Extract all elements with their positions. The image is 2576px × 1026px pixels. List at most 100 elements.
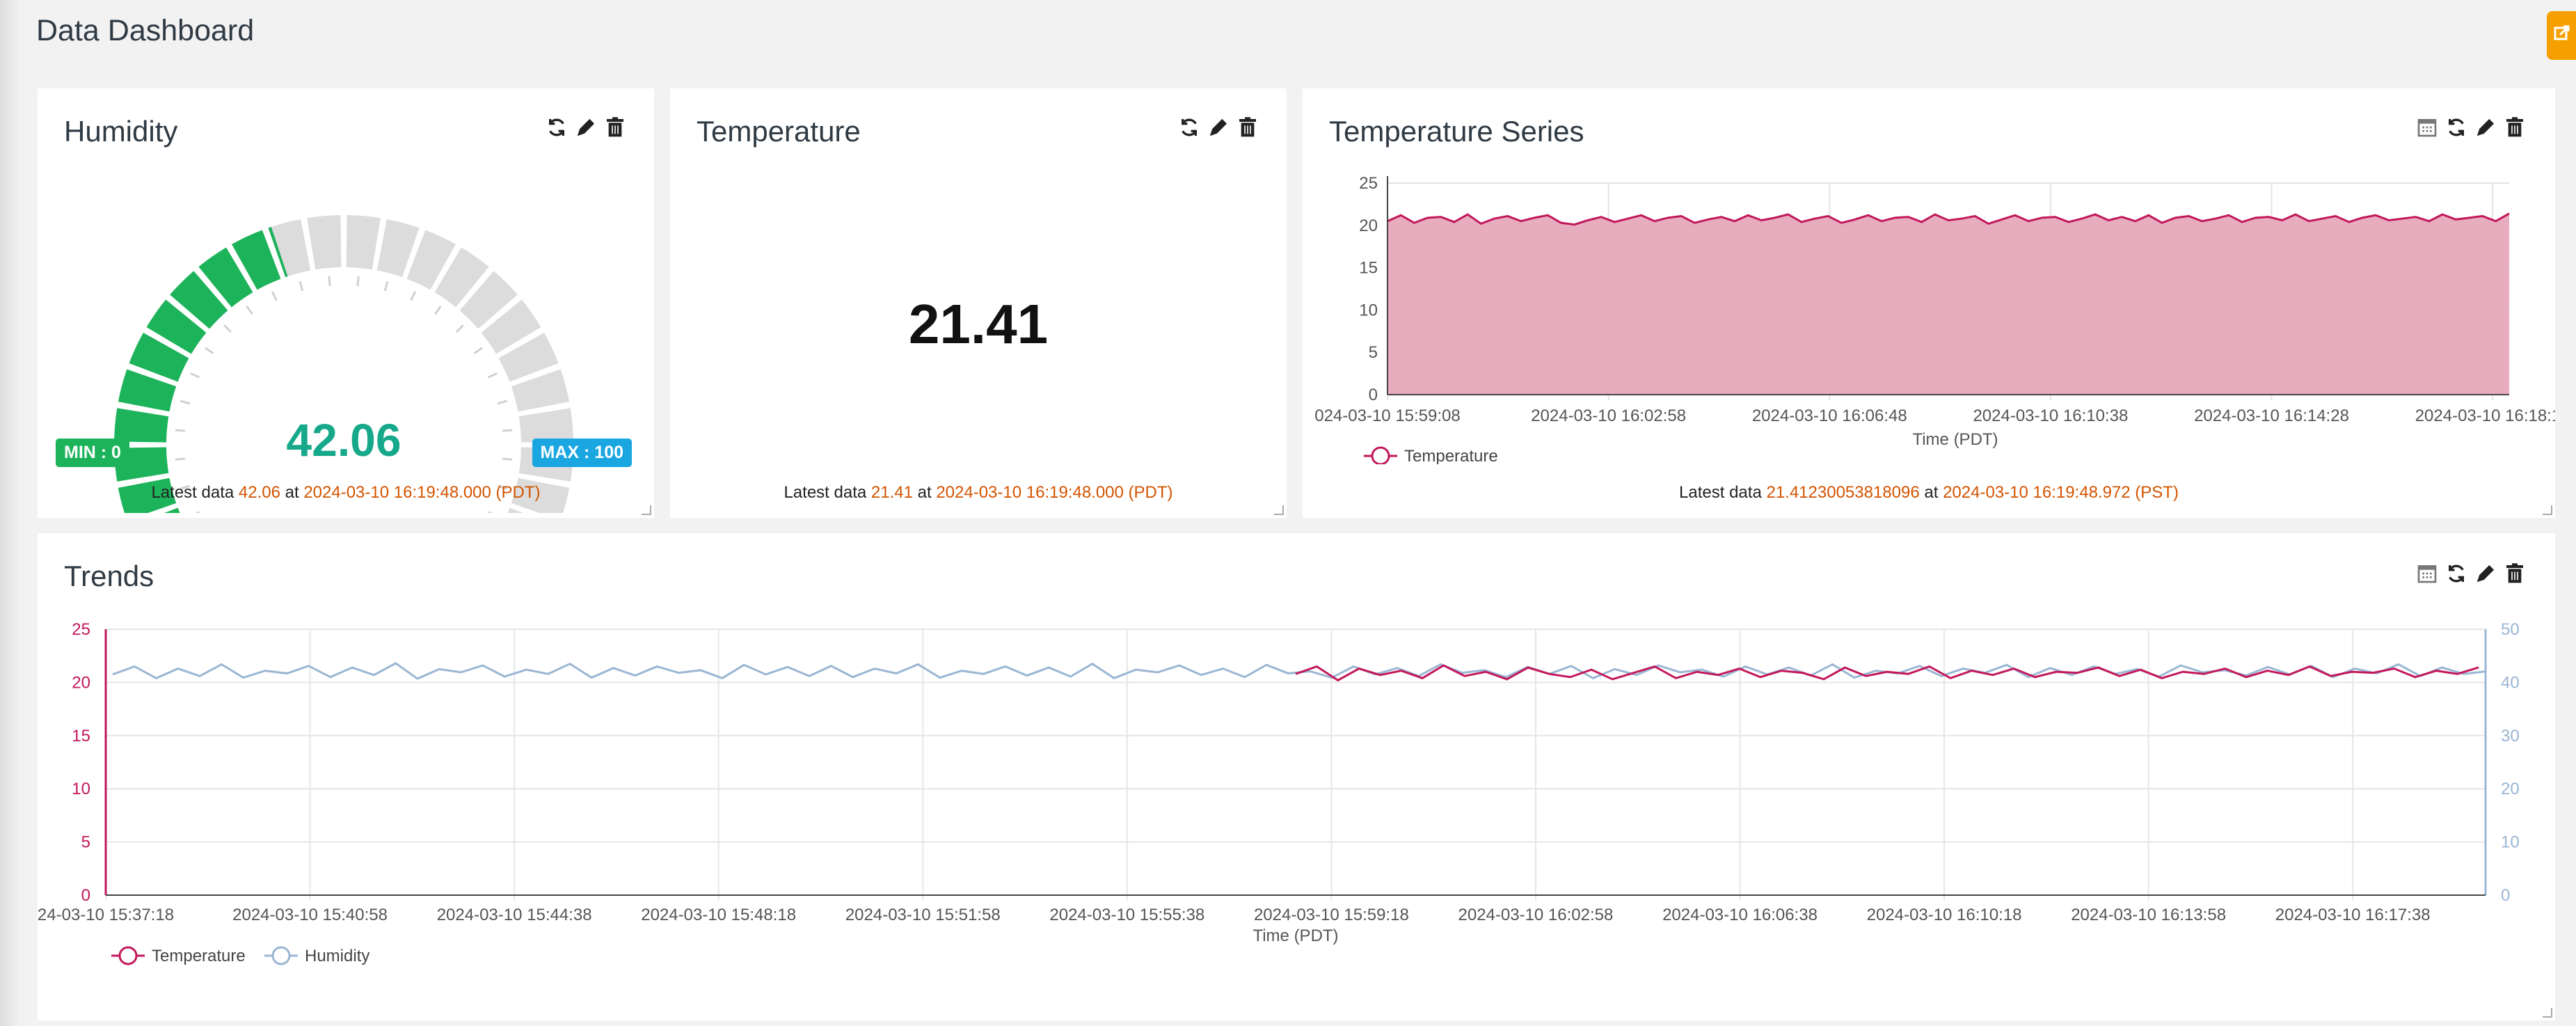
temperature-card: Temperature 21.41 Latest data 21.41 at 2…	[670, 88, 1287, 518]
footer-prefix: Latest data	[1679, 483, 1767, 502]
gauge-segment	[376, 219, 420, 278]
footer-mid: at	[280, 483, 304, 502]
refresh-icon[interactable]	[2445, 562, 2467, 585]
latest-data-footer: Latest data 42.06 at 2024-03-10 16:19:48…	[38, 483, 654, 503]
y2-tick-label: 30	[2501, 727, 2520, 745]
page-title: Data Dashboard	[36, 14, 255, 47]
pencil-icon[interactable]	[2474, 116, 2497, 139]
footer-value: 21.41	[870, 483, 913, 502]
gauge-value: 42.06	[286, 414, 401, 466]
pencil-icon[interactable]	[2474, 562, 2497, 585]
gauge-segment	[511, 478, 570, 513]
gauge-tick	[246, 306, 253, 315]
gauge-segment	[146, 299, 207, 354]
gauge-segment	[232, 230, 281, 290]
gauge-segment	[459, 271, 518, 329]
y-tick-label: 25	[1359, 174, 1378, 193]
y-tick-label: 5	[1369, 343, 1378, 362]
latest-data-footer: Latest data 21.41230053818096 at 2024-03…	[1303, 483, 2555, 503]
card-title: Humidity	[64, 115, 178, 148]
footer-value: 21.41230053818096	[1766, 483, 1920, 502]
gauge-tick	[497, 484, 508, 490]
card-title: Temperature Series	[1329, 115, 1584, 148]
footer-prefix: Latest data	[151, 483, 239, 502]
x-axis-title: Time (PDT)	[1912, 430, 1998, 449]
gauge-segment	[118, 478, 177, 513]
x-axis-title: Time (PDT)	[1253, 926, 1338, 945]
temperature-series-card: Temperature Series 0 5 10 15 20 25 024-03-10 1…	[1303, 88, 2555, 518]
gauge-segment	[307, 215, 342, 270]
legend-label: Temperature	[152, 947, 246, 965]
gauge-tick	[455, 324, 464, 333]
gauge-segment	[346, 215, 381, 270]
y2-tick-label: 10	[2501, 833, 2520, 852]
y-tick-label: 20	[72, 673, 90, 692]
min-badge: MIN : 0	[56, 439, 129, 467]
gauge-segment	[170, 271, 228, 329]
resize-handle[interactable]	[2543, 1008, 2552, 1018]
x-tick-label: 2024-03-10 15:48:18	[641, 906, 796, 924]
trash-icon[interactable]	[604, 116, 626, 139]
gauge-segment	[268, 219, 311, 278]
series-line-temperature	[1387, 212, 2510, 226]
footer-time: 2024-03-10 16:19:48.972 (PST)	[1943, 483, 2179, 502]
gauge-segment	[481, 299, 541, 354]
x-tick-label: 2024-03-10 15:55:38	[1049, 906, 1204, 924]
gauge-tick	[180, 400, 191, 405]
resize-handle[interactable]	[1274, 505, 1284, 515]
gauge-segment	[511, 369, 570, 412]
page-edge-shadow	[0, 0, 21, 1026]
gauge-tick	[497, 400, 508, 405]
x-tick-label: 2024-03-10 16:13:58	[2071, 906, 2226, 924]
x-tick-label: 2024-03-10 16:17:38	[2275, 906, 2431, 924]
x-tick-label: 24-03-10 15:37:18	[38, 906, 174, 924]
refresh-icon[interactable]	[1178, 116, 1200, 139]
pencil-icon[interactable]	[575, 116, 597, 139]
calendar-icon[interactable]	[2416, 116, 2438, 139]
legend-marker	[271, 946, 291, 965]
gauge-segment	[118, 369, 177, 412]
gauge-tick	[487, 511, 493, 513]
gauge-segment	[406, 230, 456, 290]
refresh-icon[interactable]	[2445, 116, 2467, 139]
resize-handle[interactable]	[2543, 505, 2552, 515]
export-icon	[2554, 25, 2570, 40]
calendar-icon[interactable]	[2416, 562, 2438, 585]
gauge-tick	[434, 306, 442, 315]
gauge-tick	[487, 372, 498, 379]
gauge-segment-partial	[268, 226, 288, 278]
export-button[interactable]	[2547, 11, 2576, 60]
y-tick-label: 10	[1359, 301, 1378, 319]
footer-mid: at	[1919, 483, 1943, 502]
gauge-tick	[271, 291, 278, 301]
y-tick-label: 0	[1369, 386, 1378, 404]
trash-icon[interactable]	[2504, 562, 2526, 585]
card-actions	[1178, 116, 1259, 139]
refresh-icon[interactable]	[546, 116, 568, 139]
y-tick-label: 25	[72, 620, 90, 639]
y-tick-label: 15	[1359, 259, 1378, 278]
trash-icon[interactable]	[1237, 116, 1259, 139]
resize-handle[interactable]	[642, 505, 651, 515]
temperature-value: 21.41	[908, 293, 1049, 355]
x-tick-label: 024-03-10 15:59:08	[1314, 407, 1461, 425]
x-tick-label: 2024-03-10 16:02:58	[1531, 407, 1686, 425]
y2-tick-label: 20	[2501, 780, 2520, 798]
gauge-segment	[507, 507, 523, 513]
trash-icon[interactable]	[2504, 116, 2526, 139]
gauge-segment	[114, 408, 169, 443]
footer-value: 42.06	[238, 483, 280, 502]
gauge-tick	[205, 347, 214, 354]
y-tick-label: 5	[81, 833, 90, 852]
legend-marker	[1371, 446, 1390, 464]
max-badge: MAX : 100	[532, 439, 632, 467]
y2-tick-label: 0	[2501, 886, 2510, 905]
x-tick-label: 2024-03-10 16:02:58	[1458, 906, 1614, 924]
x-tick-label: 2024-03-10 16:14:28	[2194, 407, 2349, 425]
y-tick-label: 15	[72, 727, 90, 745]
x-tick-label: 2024-03-10 16:06:38	[1662, 906, 1818, 924]
pencil-icon[interactable]	[1207, 116, 1230, 139]
x-tick-label: 2024-03-10 16:10:38	[1973, 407, 2128, 425]
x-tick-label: 2024-03-10 15:40:58	[232, 906, 388, 924]
card-actions	[546, 116, 626, 139]
